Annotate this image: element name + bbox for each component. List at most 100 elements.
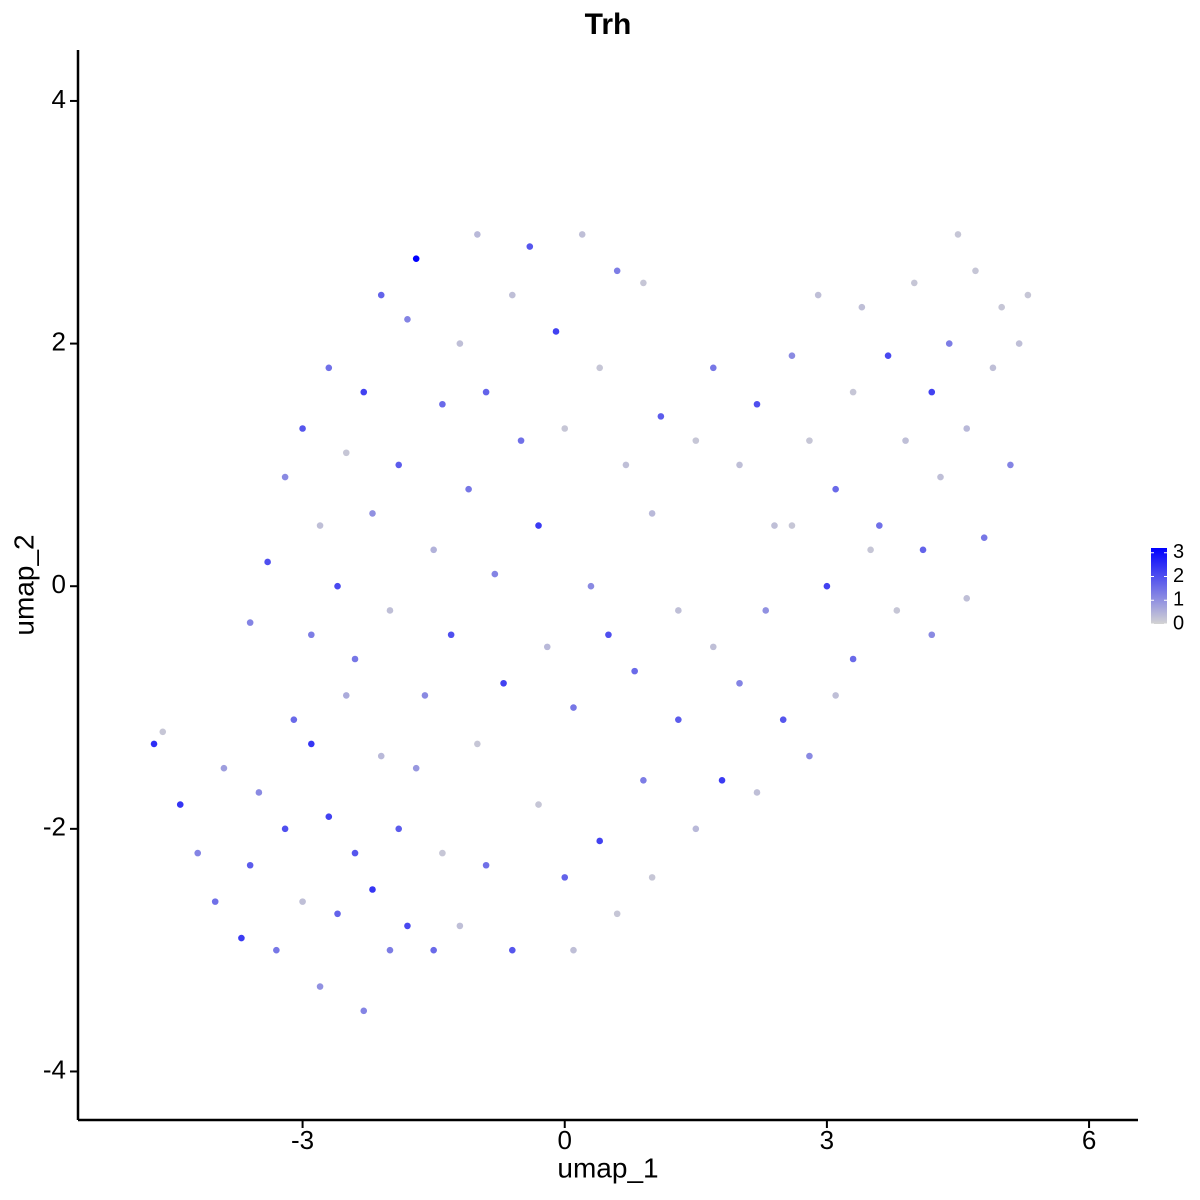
point [360,1007,368,1015]
point [386,946,394,954]
point [561,874,569,881]
point [849,388,857,396]
point [482,861,490,869]
x-tick-label: -3 [291,1125,314,1155]
point [648,874,656,881]
point [273,946,280,954]
point [264,558,271,566]
colorbar-label: 0 [1173,612,1184,634]
point [474,740,481,748]
point [832,485,839,493]
point [325,813,333,821]
point [351,655,359,663]
point [308,740,315,748]
point [482,388,490,396]
point [640,777,647,784]
point [849,655,857,663]
point [1007,461,1014,469]
point [657,413,665,420]
point [736,461,743,469]
y-axis-label: umap_2 [8,534,39,635]
point [902,437,909,444]
point [377,752,385,760]
point [281,473,289,481]
point [543,643,551,651]
point [876,522,883,529]
point [1024,291,1032,299]
point [937,473,944,481]
point [823,582,831,590]
point [412,255,420,262]
point [1015,340,1023,347]
x-tick-label: 6 [1082,1125,1096,1155]
point [491,570,499,578]
point [613,910,621,918]
point [535,801,542,808]
point [928,388,936,396]
point [736,679,743,687]
point [622,461,630,469]
y-tick-label: 0 [52,569,66,599]
point [858,303,866,311]
point [430,946,437,954]
point [325,364,333,372]
point [596,364,603,372]
point [220,764,228,772]
y-tick-label: 4 [52,84,66,114]
x-axis-label: umap_1 [557,1152,658,1183]
point [631,667,638,675]
point [509,291,516,299]
y-tick-label: 2 [52,326,66,356]
point [395,825,403,833]
point [316,983,324,990]
x-tick-label: 0 [558,1125,572,1155]
point [246,861,254,869]
point [308,631,315,639]
point [570,946,577,954]
point [159,728,167,736]
point [334,910,341,918]
point [561,425,569,432]
point [369,886,376,893]
point [526,243,534,250]
point [369,510,376,517]
x-tick-label: 3 [820,1125,834,1155]
point [395,461,403,469]
point [517,437,525,444]
point [465,485,472,493]
point [605,631,612,639]
point [342,692,350,699]
point [788,352,796,360]
point [552,328,560,335]
point [928,631,936,639]
colorbar-label: 1 [1173,589,1184,611]
point [570,704,577,711]
point [762,607,770,614]
point [867,546,874,554]
point [535,522,542,529]
point [255,789,263,796]
point [919,546,927,554]
point [404,922,411,930]
point [430,546,437,554]
colorbar-label: 2 [1173,565,1184,587]
point [963,425,971,432]
point [578,231,586,238]
point [710,643,717,651]
point [648,510,656,517]
point [456,340,464,347]
point [998,303,1005,311]
point [421,692,429,699]
point [675,716,682,723]
point [832,692,839,699]
chart-title: Trh [585,8,632,41]
point [439,849,446,857]
point [246,619,254,626]
point [316,522,324,529]
point [613,267,621,275]
point [640,279,647,287]
point [718,777,726,784]
point [910,279,918,287]
point [176,801,184,808]
